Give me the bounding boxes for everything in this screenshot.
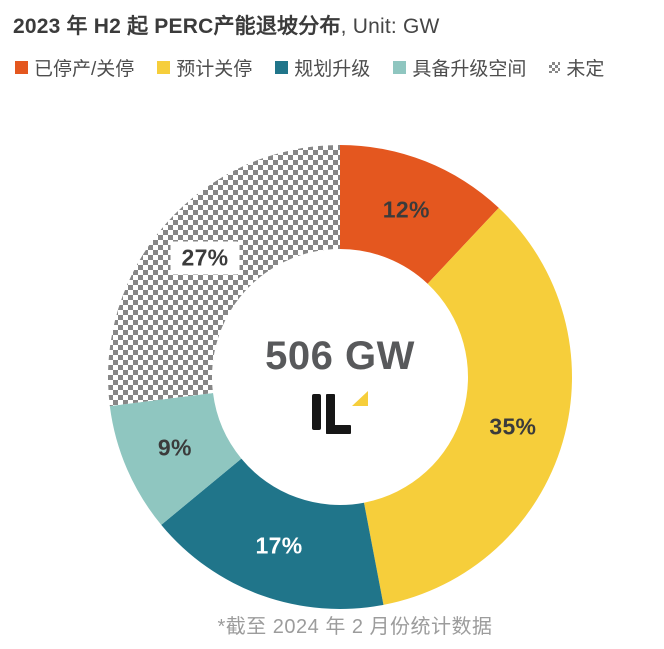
- page-title: 2023 年 H2 起 PERC产能退坡分布, Unit: GW: [13, 10, 440, 40]
- legend-swatch-upgradeable: [393, 61, 407, 74]
- page-title-main: 2023 年 H2 起 PERC产能退坡分布: [13, 15, 341, 38]
- legend-swatch-closed: [15, 61, 28, 74]
- slice-label-2: 35%: [489, 413, 537, 440]
- pie-slice-2: [363, 207, 572, 605]
- legend-label: 已停产/关停: [34, 59, 135, 80]
- legend-label: 具备升级空间: [412, 59, 527, 80]
- legend-label: 规划升级: [294, 59, 371, 80]
- donut-chart: [108, 145, 572, 609]
- slice-label-4: 9%: [157, 434, 192, 461]
- legend-item-upgradeable: 具备升级空间: [393, 54, 526, 81]
- donut-chart-area: 12% 35% 17% 9% 27% 506 GW: [108, 145, 572, 609]
- legend-item-undecided: 未定: [549, 54, 604, 81]
- page-title-unit: , Unit: GW: [340, 15, 440, 38]
- pie-slice-5: [108, 145, 340, 407]
- slice-label-3: 17%: [255, 532, 303, 559]
- slice-label-5: 27%: [170, 241, 240, 275]
- legend-swatch-planned-upgrade: [275, 61, 289, 74]
- slice-label-1: 12%: [382, 196, 430, 223]
- legend-label: 预计关停: [176, 59, 253, 80]
- pie-slice-1: [340, 145, 499, 284]
- pie-slice-3: [161, 458, 384, 609]
- legend-item-closed: 已停产/关停: [15, 54, 134, 81]
- legend-swatch-expected-close: [157, 61, 171, 74]
- footnote: *截至 2024 年 2 月份统计数据: [217, 616, 493, 638]
- checkerboard-swatch-icon: [549, 62, 561, 73]
- legend-item-planned-upgrade: 规划升级: [275, 54, 370, 81]
- pie-slice-4: [109, 393, 242, 525]
- legend-label: 未定: [566, 59, 605, 80]
- chart-legend: 已停产/关停 预计关停 规划升级 具备升级空间 未定: [15, 54, 604, 81]
- legend-item-expected-close: 预计关停: [157, 54, 252, 81]
